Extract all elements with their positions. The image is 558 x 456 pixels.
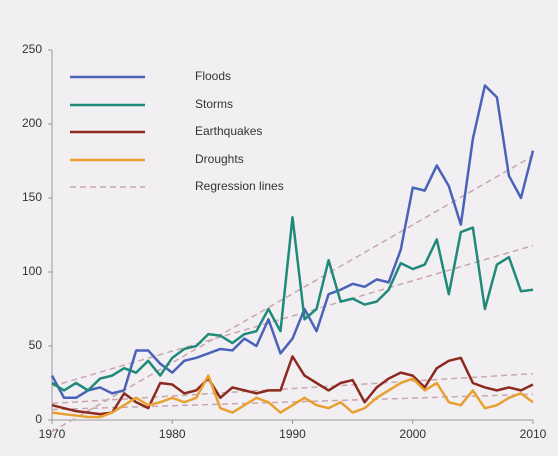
y-tick-label: 200 (22, 116, 42, 130)
y-tick-label: 150 (22, 190, 42, 204)
x-tick-label: 2000 (399, 427, 426, 441)
y-tick-label: 50 (29, 338, 43, 352)
y-tick-label: 0 (35, 412, 42, 426)
legend-label: Droughts (195, 152, 244, 166)
x-tick-label: 1970 (39, 427, 66, 441)
y-tick-label: 250 (22, 42, 42, 56)
legend-label: Floods (195, 69, 231, 83)
x-tick-label: 1980 (159, 427, 186, 441)
legend-label: Regression lines (195, 179, 284, 193)
x-tick-label: 1990 (279, 427, 306, 441)
series-line (51, 374, 534, 419)
series-line (50, 84, 535, 400)
y-tick-label: 100 (22, 264, 42, 278)
regression-line (51, 244, 534, 387)
x-tick-label: 2010 (520, 427, 547, 441)
regression-line (51, 393, 534, 411)
series-line (51, 215, 534, 392)
legend-label: Storms (195, 97, 233, 111)
legend-label: Earthquakes (195, 124, 262, 138)
